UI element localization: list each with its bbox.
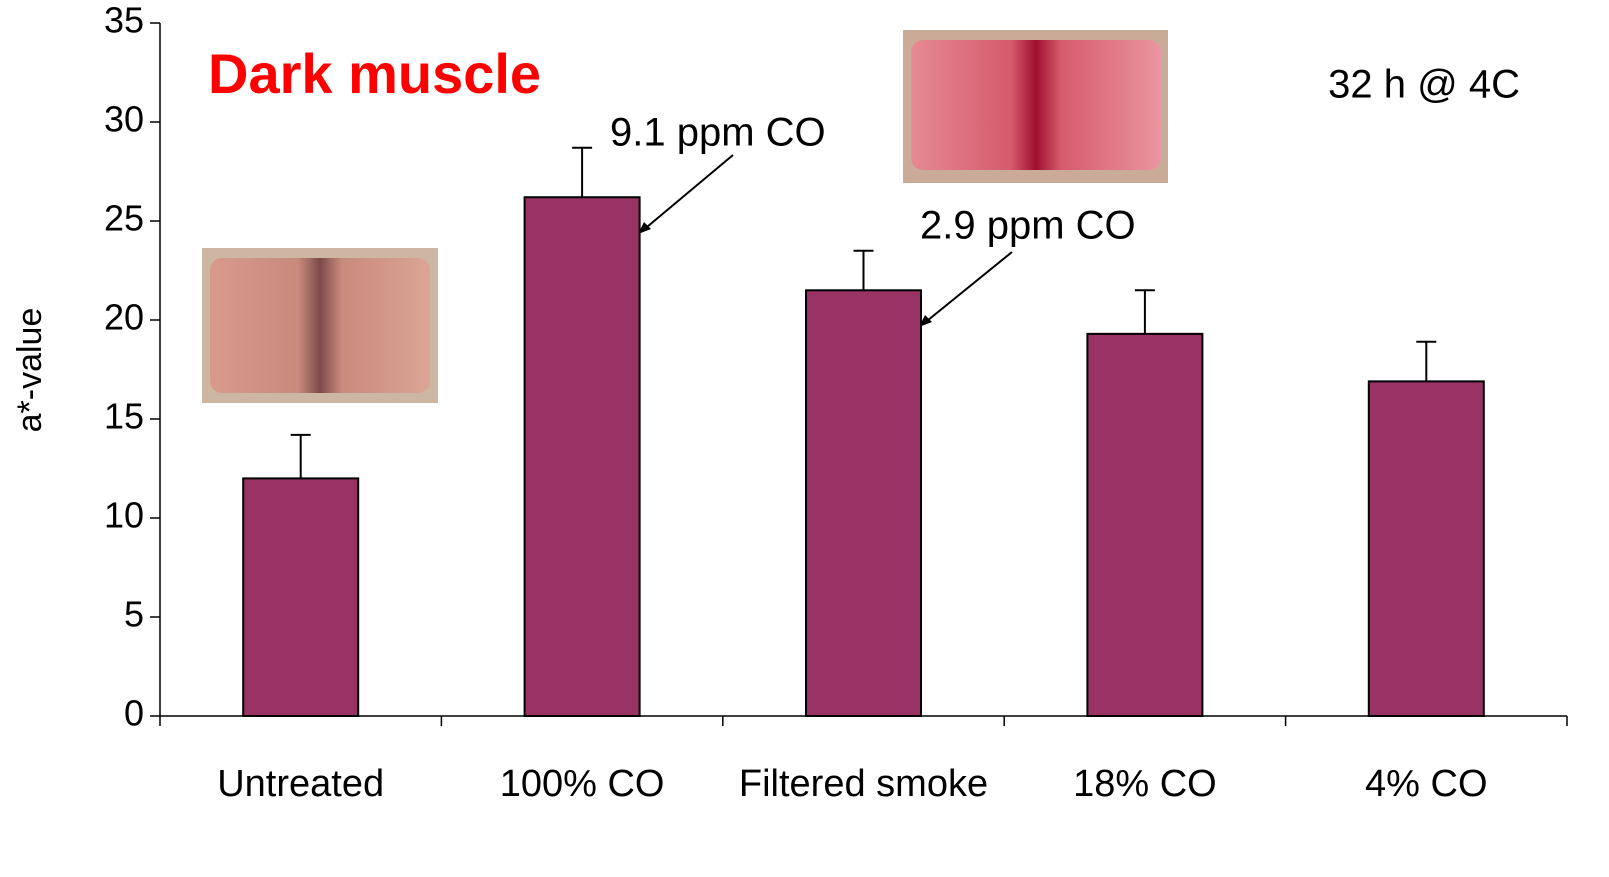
x-tick-label: 18% CO: [1073, 763, 1217, 805]
x-tick-label: Filtered smoke: [738, 763, 989, 805]
y-tick-label: 20: [104, 297, 144, 338]
y-tick-label: 0: [124, 693, 144, 734]
bar: [1086, 332, 1204, 717]
x-tick-label: Untreated: [217, 763, 385, 805]
fish-untreated: [210, 258, 430, 393]
bar: [805, 289, 922, 717]
y-tick-label: 25: [104, 198, 144, 239]
arrow: [640, 154, 734, 233]
annotation: 32 h @ 4C: [1328, 63, 1520, 107]
bar: [242, 477, 360, 717]
chart-title: Dark muscle: [208, 42, 541, 105]
x-tick-label: 4% CO: [1365, 763, 1488, 805]
arrowhead: [638, 222, 651, 234]
y-tick-label: 30: [104, 99, 144, 140]
y-axis-label: a*-value: [11, 308, 49, 433]
y-tick-label: 10: [104, 495, 144, 536]
y-tick-label: 15: [104, 396, 144, 437]
annotation: 2.9 ppm CO: [920, 204, 1136, 248]
bar: [1367, 380, 1485, 717]
annotation: 9.1 ppm CO: [610, 111, 826, 155]
fish-treated: [911, 40, 1161, 170]
x-tick-label: 100% CO: [499, 763, 665, 805]
y-tick-label: 35: [104, 0, 144, 41]
arrow: [921, 251, 1013, 326]
arrowhead: [919, 315, 932, 327]
bar: [523, 196, 641, 718]
y-tick-label: 5: [124, 594, 144, 635]
